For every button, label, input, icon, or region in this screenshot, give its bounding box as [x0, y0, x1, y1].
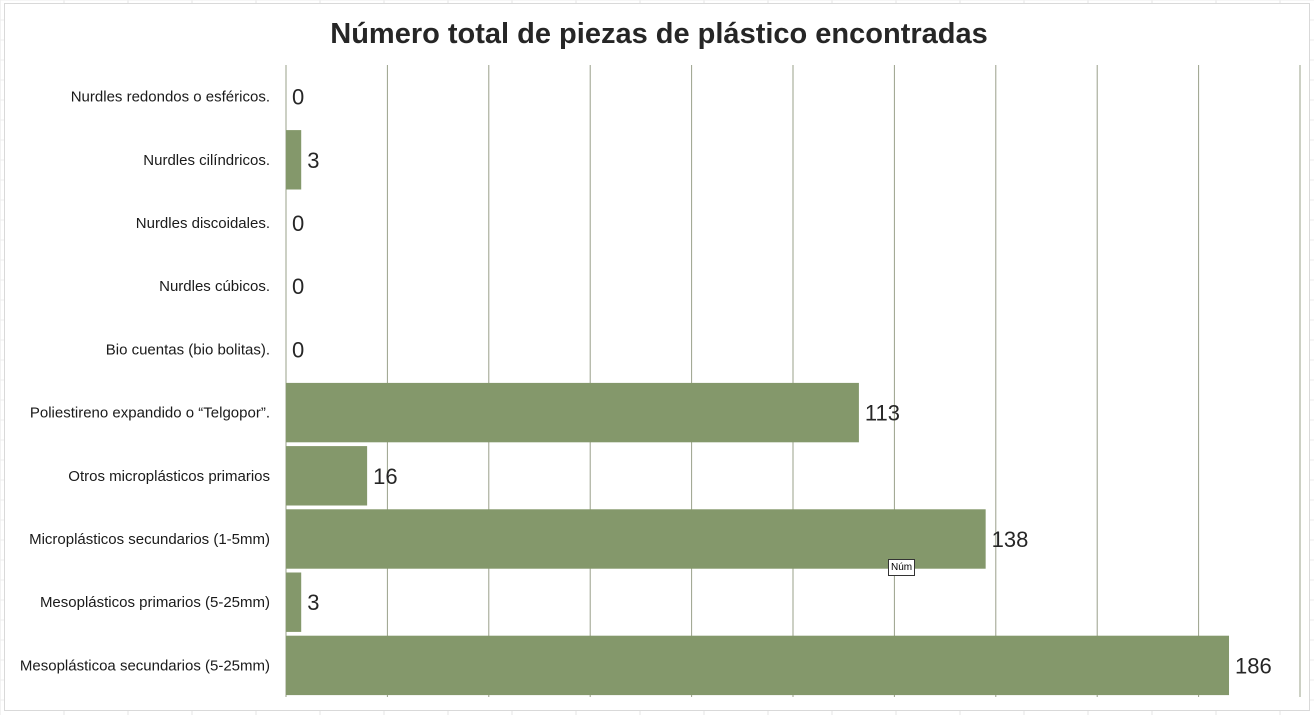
category-label: Nurdles redondos o esféricos.	[71, 89, 270, 106]
data-label: 113	[865, 401, 900, 426]
data-label: 0	[292, 211, 304, 236]
bar	[286, 382, 859, 443]
category-label: Poliestireno expandido o “Telgopor”.	[30, 405, 270, 422]
category-label: Otros microplásticos primarios	[68, 468, 270, 485]
data-labels: 0 3 0 0 0 113 16 138 3 186	[292, 85, 1272, 679]
gridlines	[285, 65, 1301, 697]
bar	[286, 130, 302, 190]
data-label: 3	[307, 590, 319, 615]
chart-area[interactable]: Número total de piezas de plástico encon…	[4, 3, 1310, 711]
data-label: 0	[292, 85, 304, 110]
data-label: 0	[292, 337, 304, 362]
category-label: Nurdles discoidales.	[136, 215, 270, 232]
data-label: 3	[307, 148, 319, 173]
data-label: 0	[292, 274, 304, 299]
category-labels: Nurdles redondos o esféricos. Nurdles cil…	[20, 89, 270, 675]
data-label: 138	[992, 527, 1029, 552]
category-label: Nurdles cilíndricos.	[143, 152, 270, 169]
tooltip: Núm	[888, 559, 916, 576]
bar	[286, 446, 368, 506]
category-label: Nurdles cúbicos.	[159, 278, 270, 295]
bars	[286, 130, 1230, 696]
bar	[286, 572, 302, 632]
category-label: Microplásticos secundarios (1-5mm)	[29, 531, 270, 548]
data-label: 16	[373, 464, 397, 489]
chart-title: Número total de piezas de plástico encon…	[330, 18, 988, 50]
category-label: Mesoplásticos primarios (5-25mm)	[40, 594, 270, 611]
data-label: 186	[1235, 653, 1272, 678]
bar	[286, 635, 1230, 696]
category-label: Mesoplásticoa secundarios (5-25mm)	[20, 657, 270, 674]
bar-chart: Número total de piezas de plástico encon…	[20, 18, 1301, 697]
bar	[286, 509, 986, 569]
category-label: Bio cuentas (bio bolitas).	[106, 341, 270, 358]
